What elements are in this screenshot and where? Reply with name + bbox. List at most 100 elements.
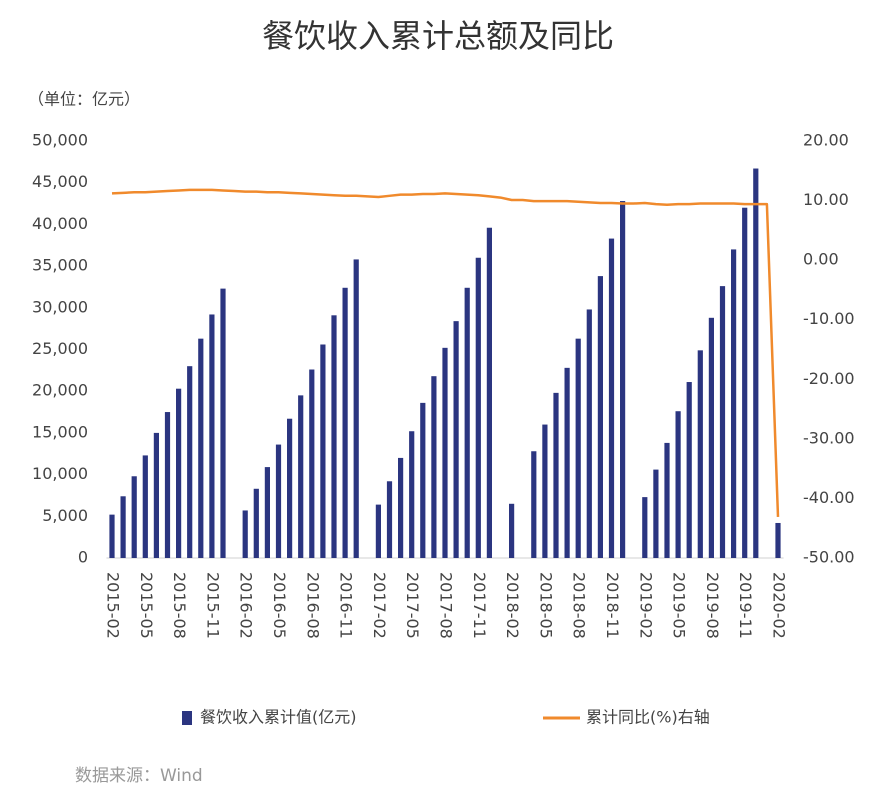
bar [509, 503, 515, 558]
bar [342, 287, 348, 558]
y-tick-label: 0 [78, 548, 88, 567]
bar [131, 476, 137, 558]
y-tick-label: 30,000 [32, 297, 88, 316]
bar [697, 350, 703, 558]
y-tick-label: 35,000 [32, 256, 88, 275]
bar [586, 309, 592, 558]
unit-label: （单位：亿元） [28, 90, 140, 109]
x-tick-label: 2019-08 [703, 572, 722, 639]
bar [475, 257, 481, 558]
y-tick-label: 45,000 [32, 172, 88, 191]
bar [719, 286, 726, 558]
y2-tick-label: 10.00 [803, 190, 849, 209]
x-tick-label: 2019-05 [670, 572, 689, 639]
bar [353, 259, 359, 558]
x-tick-label: 2019-11 [736, 572, 755, 639]
bar [575, 338, 581, 558]
bar [642, 497, 648, 558]
bar [409, 431, 415, 558]
y-tick-label: 15,000 [32, 422, 88, 441]
bar [708, 317, 714, 558]
y-tick-label: 5,000 [42, 506, 88, 525]
y2-tick-label: -40.00 [803, 488, 855, 507]
bar [564, 367, 570, 558]
x-tick-label: 2016-11 [337, 572, 356, 639]
bar [164, 412, 171, 558]
x-tick-label: 2015-08 [170, 572, 189, 639]
bar [620, 201, 626, 558]
bar [187, 366, 193, 558]
y2-tick-label: -10.00 [803, 309, 855, 328]
x-tick-label: 2018-11 [603, 572, 622, 639]
bar [398, 457, 404, 558]
bar [331, 315, 337, 558]
bar [275, 444, 282, 558]
line [111, 188, 780, 517]
y2-tick-label: -50.00 [803, 548, 855, 567]
bar [731, 249, 737, 559]
y-tick-label: 50,000 [32, 131, 88, 150]
bar [431, 376, 437, 558]
x-tick-label: 2018-08 [570, 572, 589, 639]
y2-tick-label: -30.00 [803, 428, 855, 447]
y2-tick-label: -20.00 [803, 369, 855, 388]
bar [253, 488, 259, 558]
y-tick-label: 10,000 [32, 464, 88, 483]
bar [753, 168, 759, 558]
y-tick-label: 40,000 [32, 214, 88, 233]
bar [176, 388, 182, 558]
bar [553, 392, 559, 558]
bar [309, 369, 315, 558]
y2-tick-label: 0.00 [803, 250, 839, 269]
y-tick-label: 25,000 [32, 339, 88, 358]
bar [742, 207, 748, 558]
bar [675, 411, 681, 558]
bar [420, 402, 426, 558]
x-tick-label: 2020-02 [770, 572, 789, 639]
bar [198, 338, 204, 558]
bar [153, 432, 159, 558]
bar [653, 469, 659, 558]
bar [242, 510, 248, 558]
legend-label: 累计同比(%)右轴 [586, 708, 710, 727]
bar [375, 504, 381, 558]
x-tick-label: 2018-05 [536, 572, 555, 639]
x-tick-label: 2017-11 [470, 572, 489, 639]
x-tick-label: 2016-02 [237, 572, 256, 639]
bar [209, 314, 215, 558]
legend-label: 餐饮收入累计值(亿元) [200, 708, 357, 727]
x-tick-label: 2017-05 [403, 572, 422, 639]
source: 数据来源：Wind [75, 766, 203, 786]
bar [464, 287, 470, 558]
bar [287, 418, 293, 558]
legend-swatch [182, 711, 192, 725]
x-tick-label: 2017-08 [437, 572, 456, 639]
bar [486, 227, 492, 558]
bar [597, 276, 603, 558]
bar [453, 321, 459, 558]
bar [531, 451, 537, 558]
bar [320, 344, 326, 558]
bar [220, 288, 226, 558]
chart-title: 餐饮收入累计总额及同比 [262, 17, 614, 55]
x-tick-label: 2017-02 [370, 572, 389, 639]
bar [109, 514, 115, 558]
bar [608, 238, 615, 558]
y-tick-label: 20,000 [32, 381, 88, 400]
bar [142, 455, 148, 558]
x-tick-label: 2018-02 [503, 572, 522, 639]
bar [664, 442, 670, 558]
x-tick-label: 2015-02 [104, 572, 123, 639]
x-tick-label: 2016-08 [303, 572, 322, 639]
x-tick-label: 2016-05 [270, 572, 289, 639]
x-tick-label: 2019-02 [636, 572, 655, 639]
bar [386, 481, 393, 558]
y2-tick-label: 20.00 [803, 131, 849, 150]
bar [264, 467, 270, 558]
bar [686, 382, 692, 558]
x-tick-label: 2015-05 [137, 572, 156, 639]
bar [775, 522, 781, 558]
bar [542, 424, 548, 558]
